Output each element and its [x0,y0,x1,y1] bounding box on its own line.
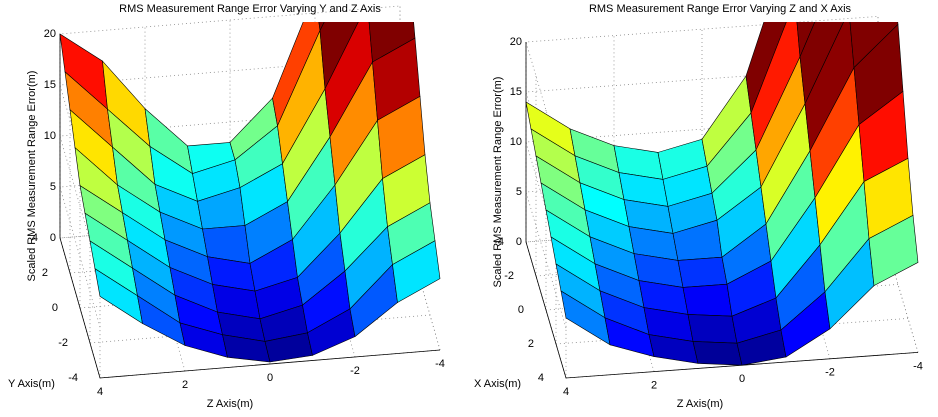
z-tick-label: 15 [44,79,56,91]
y-tick-label: 2 [528,338,534,350]
z-tick-label: 15 [510,86,522,98]
z-axis-label: Scaled RMS Measurement Range Error(m) [26,71,38,282]
surface-face [682,283,733,317]
y-tick-label: 4 [32,232,38,244]
surface-face [692,341,743,366]
y-tick-label: 0 [52,302,58,314]
grid-line [59,158,401,328]
z-tick-label: 5 [516,186,522,198]
surface [525,0,919,366]
x-axis-label: Z Axis(m) [677,398,723,410]
x-tick-label: 4 [97,386,103,398]
surface-face [687,314,738,344]
z-tick-label: 20 [44,28,56,40]
surface [59,22,441,363]
x-tick-label: 4 [563,386,569,398]
z-tick-label: 20 [510,36,522,48]
y-tick-label: -4 [494,236,504,248]
z-tick-label: 5 [50,181,56,193]
z-tick-label: 0 [516,236,522,248]
z-axis-label: Scaled RMS Measurement Range Error(m) [492,77,504,288]
x-tick-label: -2 [825,367,835,379]
y-tick-label: 0 [518,304,524,316]
y-tick-label: -4 [68,372,78,384]
x-tick-label: -4 [435,358,445,370]
y-axis-label: Y Axis(m) [8,378,55,390]
axis-line [59,34,441,379]
surface-face [868,214,919,287]
x-tick-label: 2 [182,379,188,391]
z-tick-label: 0 [50,232,56,244]
y-axis-label: X Axis(m) [474,378,521,390]
y-tick-label: -2 [58,337,68,349]
grid-line [59,107,401,277]
chart-title: RMS Measurement Range Error Varying Z an… [589,3,852,15]
x-tick-label: 0 [267,372,273,384]
chart-title: RMS Measurement Range Error Varying Y an… [119,3,381,15]
surface-face [677,256,728,288]
x-tick-label: 2 [651,380,657,392]
surface-face [392,240,441,303]
x-tick-label: 0 [739,373,745,385]
z-tick-label: 10 [510,136,522,148]
surface-face [796,22,816,57]
x-tick-label: -4 [913,360,923,372]
box-edge [399,6,441,351]
y-tick-label: 2 [42,267,48,279]
x-axis-label: Z Axis(m) [207,398,253,410]
x-tick-label: -2 [350,365,360,377]
y-tick-label: -2 [504,270,514,282]
y-tick-label: 4 [538,372,544,384]
surface-face [844,0,893,11]
z-tick-label: 10 [44,130,56,142]
